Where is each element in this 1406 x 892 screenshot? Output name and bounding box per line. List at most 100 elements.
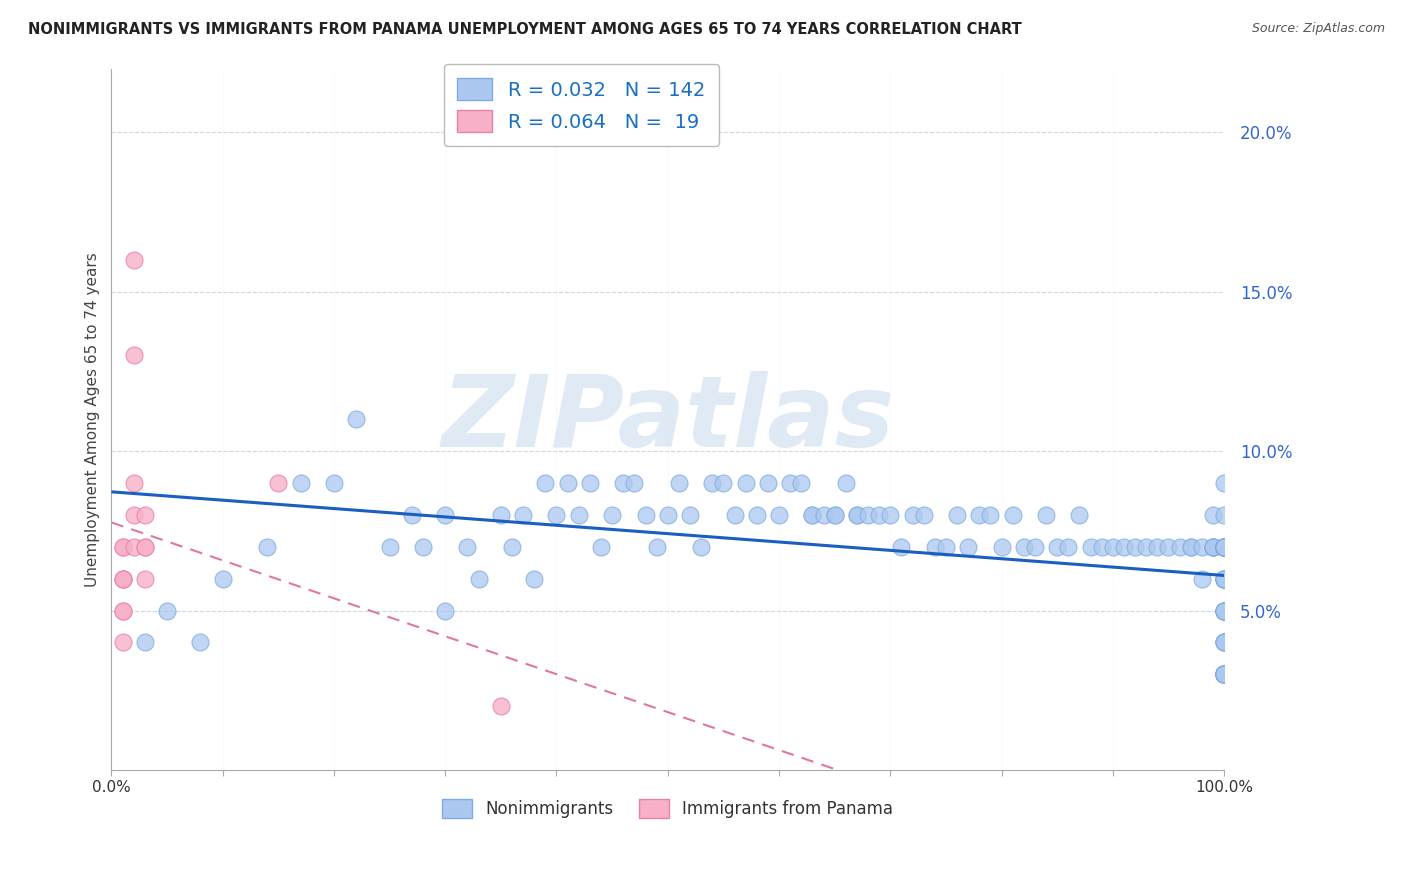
Point	[1080, 540, 1102, 554]
Point	[1091, 540, 1114, 554]
Point	[801, 508, 824, 522]
Point	[1213, 635, 1236, 649]
Point	[456, 540, 478, 554]
Point	[1213, 667, 1236, 681]
Point	[813, 508, 835, 522]
Point	[723, 508, 745, 522]
Point	[779, 476, 801, 491]
Point	[990, 540, 1012, 554]
Point	[267, 476, 290, 491]
Point	[645, 540, 668, 554]
Point	[156, 603, 179, 617]
Point	[1101, 540, 1123, 554]
Point	[1213, 540, 1236, 554]
Point	[1213, 572, 1236, 586]
Point	[1213, 667, 1236, 681]
Point	[1213, 540, 1236, 554]
Point	[1213, 635, 1236, 649]
Point	[824, 508, 846, 522]
Point	[1213, 603, 1236, 617]
Point	[935, 540, 957, 554]
Point	[1202, 540, 1225, 554]
Point	[1213, 667, 1236, 681]
Point	[579, 476, 602, 491]
Point	[1168, 540, 1191, 554]
Point	[1180, 540, 1202, 554]
Point	[957, 540, 980, 554]
Point	[912, 508, 935, 522]
Point	[523, 572, 546, 586]
Point	[122, 349, 145, 363]
Point	[489, 699, 512, 714]
Point	[1202, 540, 1225, 554]
Point	[122, 252, 145, 267]
Point	[512, 508, 534, 522]
Point	[801, 508, 824, 522]
Point	[122, 476, 145, 491]
Point	[1213, 540, 1236, 554]
Point	[790, 476, 813, 491]
Point	[1213, 667, 1236, 681]
Point	[1213, 540, 1236, 554]
Point	[1024, 540, 1046, 554]
Point	[589, 540, 612, 554]
Point	[134, 540, 156, 554]
Point	[557, 476, 579, 491]
Point	[1213, 540, 1236, 554]
Point	[979, 508, 1001, 522]
Point	[1135, 540, 1157, 554]
Point	[1213, 635, 1236, 649]
Point	[111, 635, 134, 649]
Point	[1057, 540, 1080, 554]
Point	[890, 540, 912, 554]
Point	[1213, 635, 1236, 649]
Point	[1202, 540, 1225, 554]
Point	[868, 508, 890, 522]
Point	[134, 508, 156, 522]
Point	[111, 603, 134, 617]
Point	[600, 508, 623, 522]
Point	[1213, 603, 1236, 617]
Point	[1035, 508, 1057, 522]
Point	[1213, 572, 1236, 586]
Point	[1213, 540, 1236, 554]
Point	[1213, 667, 1236, 681]
Point	[1213, 540, 1236, 554]
Point	[323, 476, 346, 491]
Point	[1213, 540, 1236, 554]
Point	[412, 540, 434, 554]
Point	[1191, 572, 1213, 586]
Point	[1112, 540, 1135, 554]
Point	[111, 572, 134, 586]
Point	[1202, 508, 1225, 522]
Point	[546, 508, 568, 522]
Point	[1202, 540, 1225, 554]
Point	[1213, 667, 1236, 681]
Point	[111, 572, 134, 586]
Point	[211, 572, 233, 586]
Point	[1213, 667, 1236, 681]
Point	[1213, 667, 1236, 681]
Point	[1213, 572, 1236, 586]
Point	[1213, 540, 1236, 554]
Point	[434, 603, 457, 617]
Point	[434, 508, 457, 522]
Point	[190, 635, 212, 649]
Point	[845, 508, 868, 522]
Point	[256, 540, 278, 554]
Point	[344, 412, 367, 426]
Point	[1157, 540, 1180, 554]
Point	[690, 540, 713, 554]
Point	[969, 508, 991, 522]
Point	[1213, 603, 1236, 617]
Point	[1213, 540, 1236, 554]
Point	[1213, 540, 1236, 554]
Point	[1213, 667, 1236, 681]
Point	[1213, 667, 1236, 681]
Point	[111, 540, 134, 554]
Point	[668, 476, 690, 491]
Point	[1213, 667, 1236, 681]
Point	[856, 508, 879, 522]
Point	[1213, 603, 1236, 617]
Point	[702, 476, 724, 491]
